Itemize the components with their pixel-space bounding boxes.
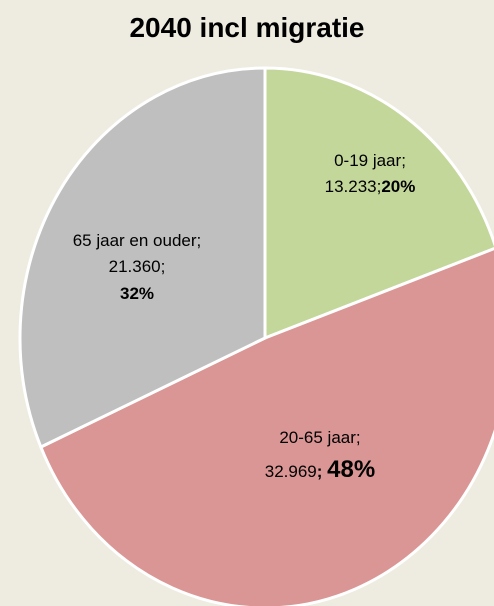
percent-label: 32%	[119, 283, 155, 303]
percent-label: 48%	[327, 456, 376, 484]
separator: ;	[355, 428, 361, 447]
value-label: 32.969	[264, 462, 317, 482]
separator: ;	[196, 231, 202, 250]
percent-label: 20%	[381, 177, 416, 197]
slice-label: 65 jaar en ouder; 21.360; 32%	[62, 228, 212, 307]
category-label: 65 jaar en ouder	[72, 231, 197, 250]
category-label: 20-65 jaar	[279, 428, 356, 447]
chart-title: 2040 incl migratie	[129, 12, 365, 43]
value-label: 13.233	[324, 177, 377, 197]
separator: ;	[160, 257, 166, 277]
category-label: 0-19 jaar	[334, 151, 402, 170]
separator: ;	[376, 177, 382, 197]
pie-slice	[18, 66, 267, 450]
pie-slice	[38, 247, 494, 606]
separator: ;	[401, 151, 406, 170]
slice-label: 20-65 jaar; 32.969; 48%	[240, 425, 400, 489]
separator: ;	[316, 462, 323, 482]
value-label: 21.360	[108, 257, 161, 277]
slice-label: 0-19 jaar; 13.233;20%	[300, 148, 440, 201]
